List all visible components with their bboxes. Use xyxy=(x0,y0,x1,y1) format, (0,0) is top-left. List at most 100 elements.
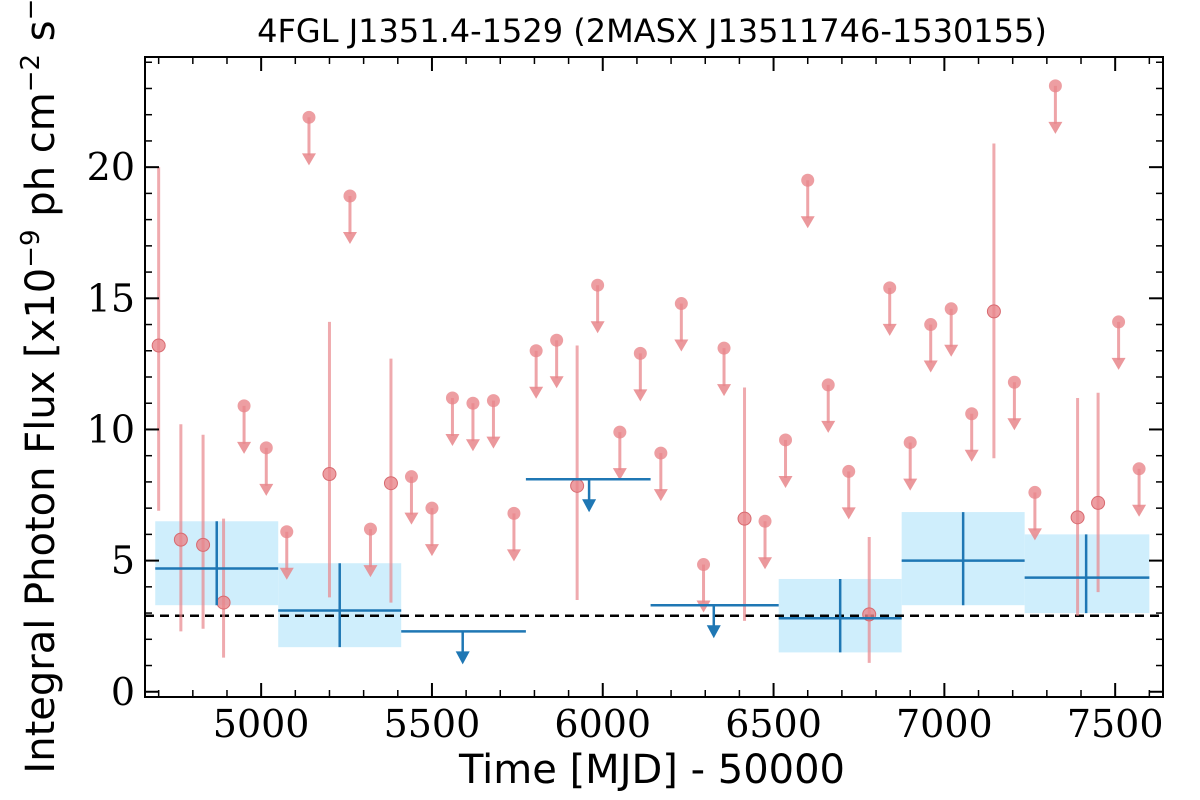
x-tick-label: 5000 xyxy=(213,702,310,746)
short-bin-upper-limit-arrowhead xyxy=(612,468,627,481)
short-bin-upper-limit-point xyxy=(259,441,273,455)
short-bin-upper-limit-arrowhead xyxy=(506,549,521,562)
short-bin-upper-limit-point xyxy=(302,110,316,124)
y-axis-label-exp3: −1 xyxy=(16,0,46,20)
y-tick-label: 5 xyxy=(111,539,135,583)
short-bin-upper-limit-point xyxy=(633,346,647,360)
x-tick-label: 7000 xyxy=(896,702,993,746)
short-bin-upper-limit-arrowhead xyxy=(800,216,815,229)
short-bin-point xyxy=(570,478,585,493)
y-tick-label: 15 xyxy=(87,276,135,320)
long-bin-upper-limit-arrowhead xyxy=(582,499,597,513)
short-bin-upper-limit-point xyxy=(280,525,294,539)
short-bin-upper-limit-point xyxy=(425,501,439,515)
y-axis-label-mid: ph cm xyxy=(18,92,64,229)
short-bin-upper-limit-point xyxy=(529,344,543,358)
short-bin-upper-limit-arrowhead xyxy=(841,507,856,520)
short-bin-upper-limit-point xyxy=(591,278,605,292)
short-bin-upper-limit-point xyxy=(654,446,668,460)
short-bin-point xyxy=(737,511,752,526)
chart-title: 4FGL J1351.4-1529 (2MASX J13511746-15301… xyxy=(257,12,1047,50)
short-bin-point xyxy=(216,595,231,610)
short-bin-layer xyxy=(151,79,1147,663)
short-bin-point xyxy=(1070,510,1085,525)
short-bin-upper-limit-arrowhead xyxy=(923,360,938,373)
short-bin-upper-limit-point xyxy=(779,433,793,447)
long-bin-bands xyxy=(155,512,1150,653)
short-bin-point xyxy=(1091,495,1106,510)
short-bin-upper-limit-arrowhead xyxy=(1132,504,1147,517)
short-bin-upper-limit-point xyxy=(363,522,377,536)
short-bin-upper-limit-arrowhead xyxy=(1111,357,1126,370)
short-bin-upper-limit-arrowhead xyxy=(279,567,294,580)
short-bin-upper-limit-arrowhead xyxy=(549,376,564,389)
short-bin-upper-limit-arrowhead xyxy=(259,483,274,496)
short-bin-upper-limit-point xyxy=(758,514,772,528)
x-tick-label: 7500 xyxy=(1067,702,1164,746)
short-bin-point xyxy=(322,467,337,482)
y-axis-label-s: s xyxy=(18,20,64,54)
short-bin-upper-limit-arrowhead xyxy=(590,321,605,334)
short-bin-upper-limit-point xyxy=(944,302,958,316)
short-bin-upper-limit-arrowhead xyxy=(445,433,460,446)
short-bin-upper-limit-point xyxy=(883,281,897,295)
short-bin-upper-limit-arrowhead xyxy=(424,544,439,557)
short-bin-point xyxy=(173,532,188,547)
short-bin-upper-limit-point xyxy=(903,436,917,450)
short-bin-upper-limit-point xyxy=(697,558,711,572)
short-bin-upper-limit-arrowhead xyxy=(404,512,419,525)
y-tick-label: 20 xyxy=(87,145,135,189)
short-bin-upper-limit-arrowhead xyxy=(717,384,732,397)
short-bin-point xyxy=(196,537,211,552)
short-bin-upper-limit-arrowhead xyxy=(465,439,480,452)
short-bin-upper-limit-point xyxy=(674,297,688,311)
short-bin-upper-limit-arrowhead xyxy=(882,323,897,336)
short-bin-upper-limit-point xyxy=(445,391,459,405)
short-bin-upper-limit-arrowhead xyxy=(486,436,501,449)
short-bin-upper-limit-arrowhead xyxy=(821,420,836,433)
short-bin-upper-limit-arrowhead xyxy=(944,344,959,357)
short-bin-upper-limit-arrowhead xyxy=(758,557,773,570)
short-bin-upper-limit-arrowhead xyxy=(696,600,711,613)
y-axis: 0 5 10 15 20 xyxy=(87,61,1163,714)
long-bin-layer xyxy=(155,478,1150,665)
short-bin-upper-limit-point xyxy=(965,407,979,421)
short-bin-upper-limit-arrowhead xyxy=(903,478,918,491)
short-bin-upper-limit-arrowhead xyxy=(342,232,357,245)
short-bin-upper-limit-arrowhead xyxy=(633,389,648,402)
y-axis-label-main: Integral Photon Flux [x10 xyxy=(18,268,64,774)
short-bin-upper-limit-point xyxy=(343,189,357,203)
short-bin-upper-limit-arrowhead xyxy=(301,153,316,166)
x-axis-label: Time [MJD] - 50000 xyxy=(458,747,845,793)
y-axis-label: Integral Photon Flux [x10−9 ph cm−2 s−1] xyxy=(16,0,64,774)
short-bin-upper-limit-point xyxy=(507,506,521,520)
short-bin-upper-limit-arrowhead xyxy=(964,449,979,462)
short-bin-upper-limit-point xyxy=(717,341,731,355)
short-bin-point xyxy=(986,304,1001,319)
short-bin-upper-limit-point xyxy=(550,333,564,347)
y-axis-label-exp2: −2 xyxy=(16,54,46,92)
short-bin-upper-limit-point xyxy=(237,399,251,413)
y-tick-label: 0 xyxy=(111,670,135,714)
short-bin-point xyxy=(383,476,398,491)
short-bin-upper-limit-point xyxy=(801,173,815,187)
short-bin-upper-limit-point xyxy=(1132,462,1146,476)
x-tick-label: 5500 xyxy=(384,702,481,746)
long-bin-upper-limit-arrowhead xyxy=(706,625,721,639)
short-bin-upper-limit-point xyxy=(924,318,938,332)
short-bin-upper-limit-point xyxy=(1048,79,1062,93)
short-bin-upper-limit-point xyxy=(821,378,835,392)
short-bin-upper-limit-arrowhead xyxy=(1027,528,1042,541)
short-bin-upper-limit-arrowhead xyxy=(778,475,793,488)
short-bin-upper-limit-arrowhead xyxy=(529,386,544,399)
short-bin-upper-limit-point xyxy=(1007,375,1021,389)
short-bin-upper-limit-arrowhead xyxy=(653,489,668,502)
x-axis: 5000 5500 6000 6500 7000 7500 xyxy=(157,57,1164,746)
short-bin-upper-limit-arrowhead xyxy=(1048,121,1063,134)
short-bin-upper-limit-arrowhead xyxy=(674,339,689,352)
short-bin-upper-limit-point xyxy=(613,425,627,439)
long-bin-upper-limit-arrowhead xyxy=(455,651,470,665)
x-tick-label: 6000 xyxy=(554,702,651,746)
short-bin-upper-limit-point xyxy=(1112,315,1126,329)
